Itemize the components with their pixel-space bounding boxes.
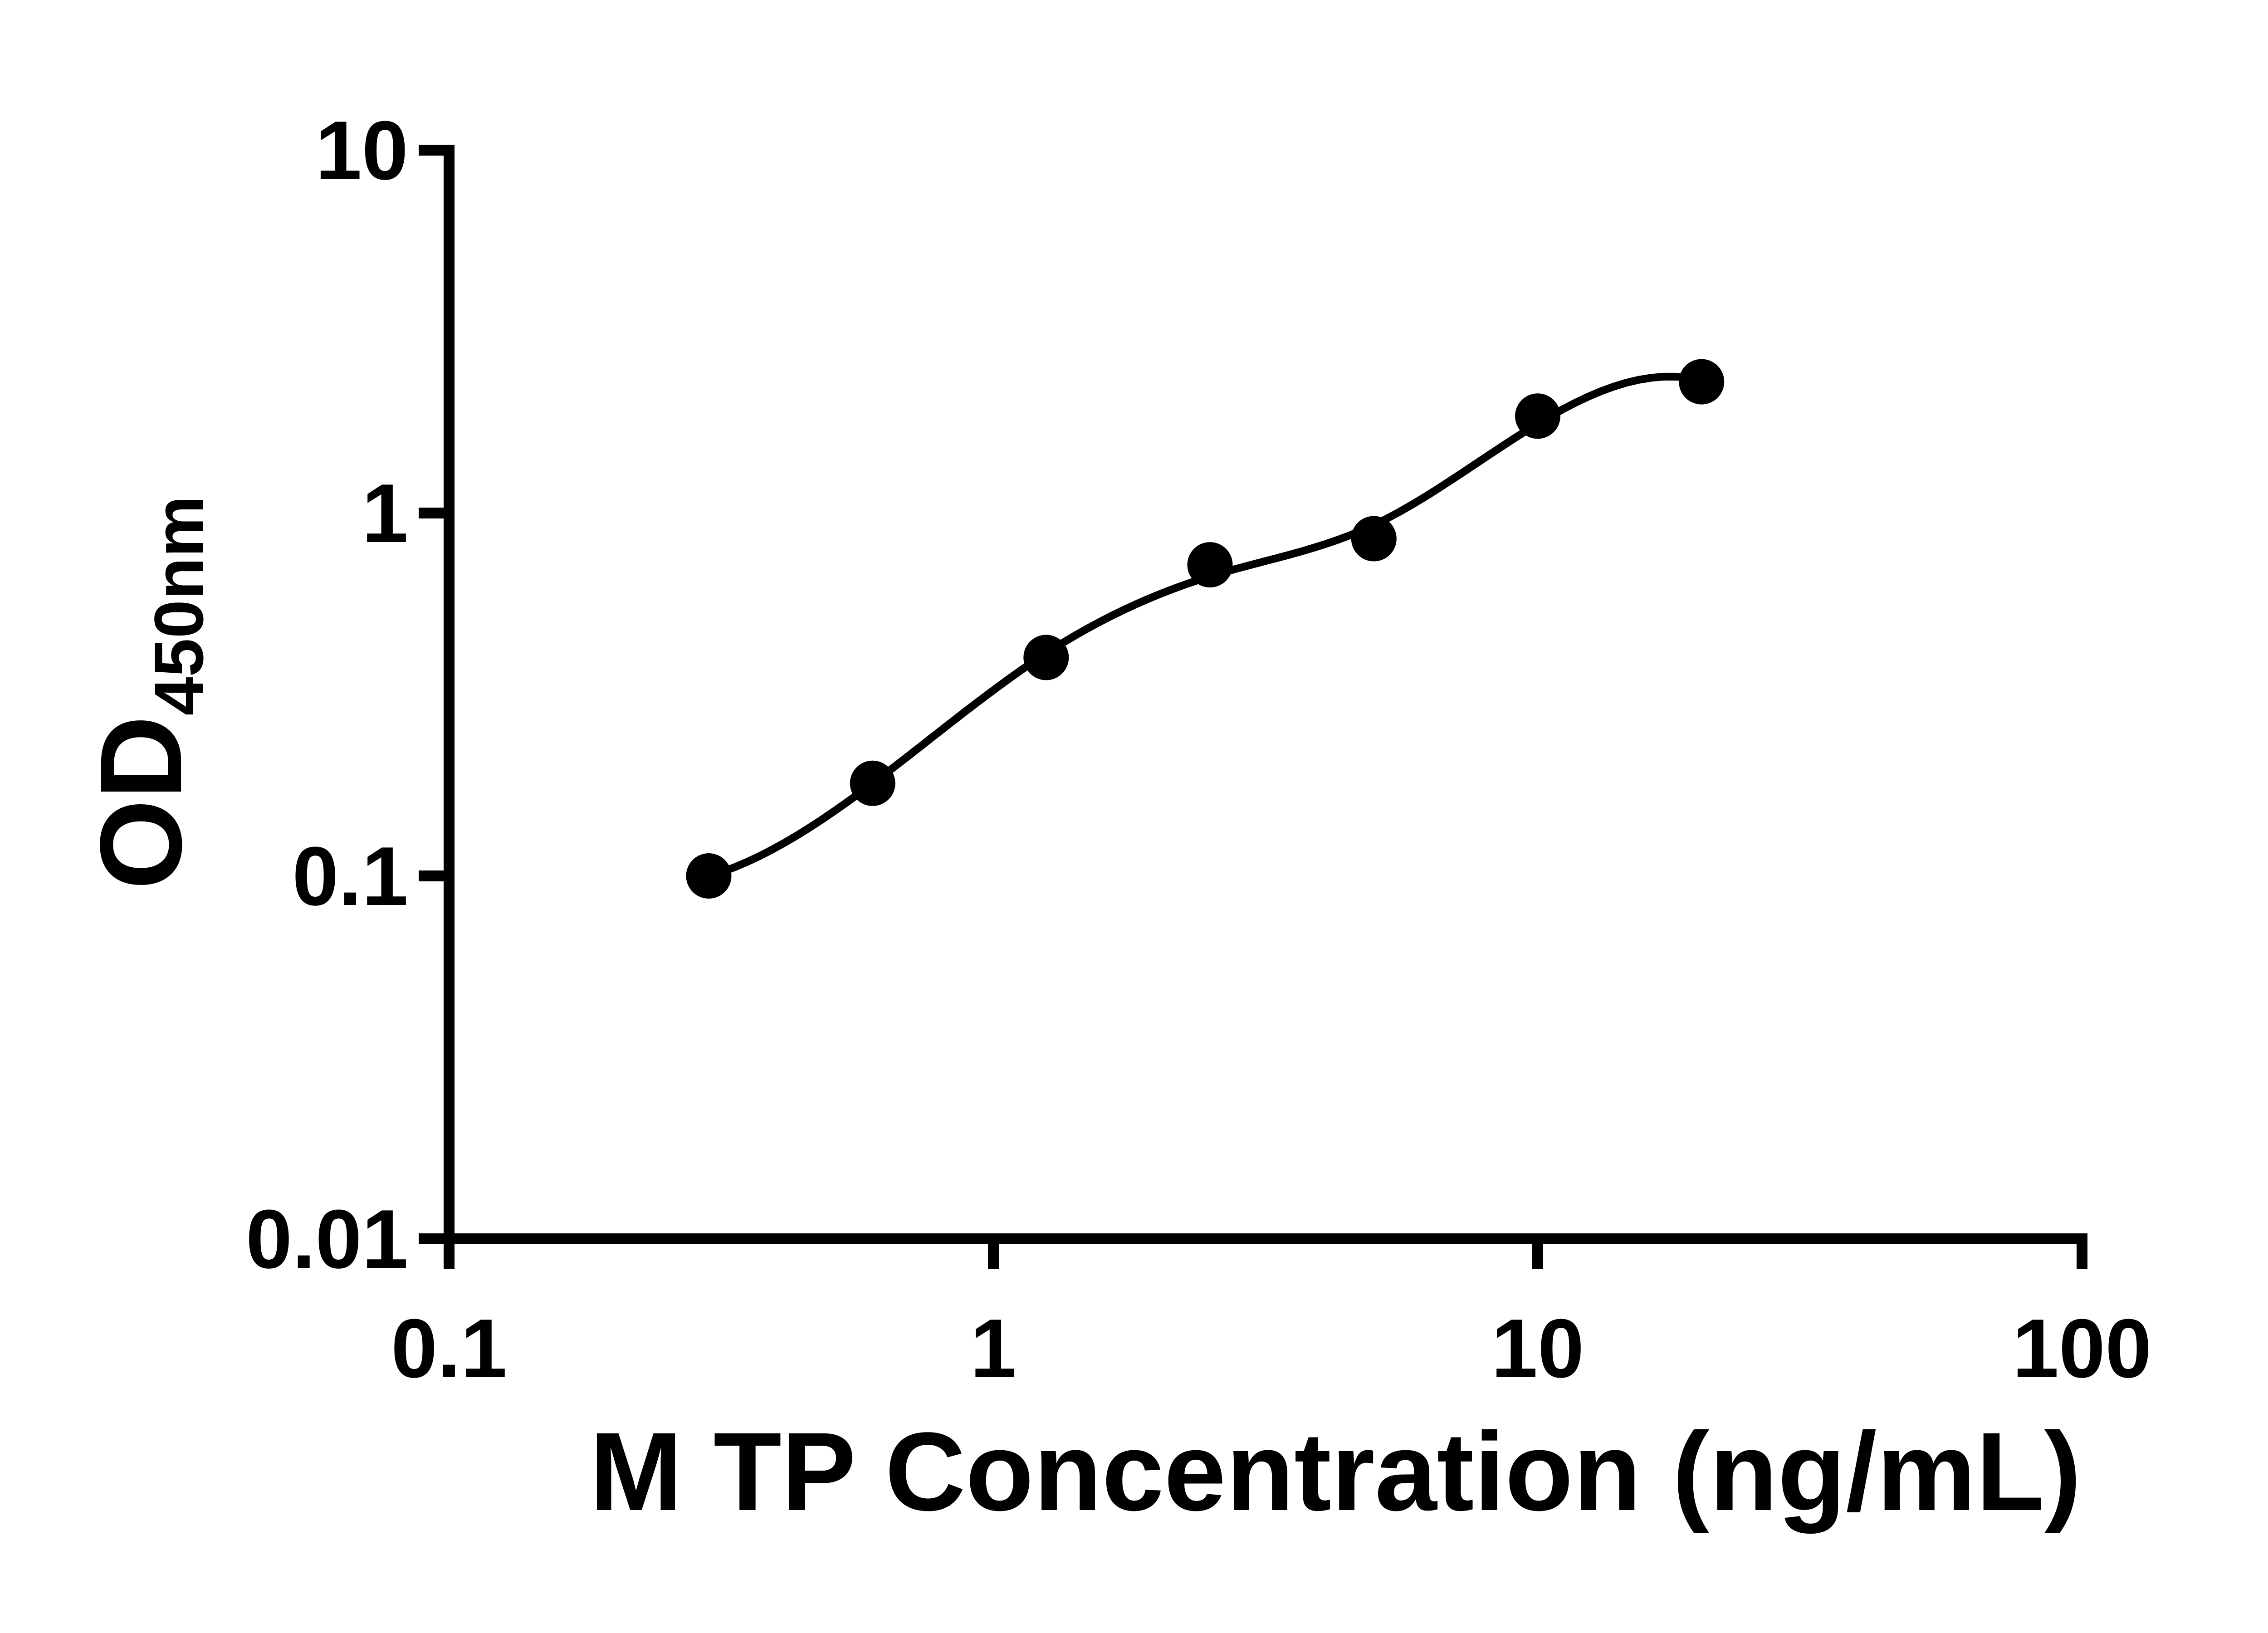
svg-text:0.1: 0.1 (292, 829, 408, 923)
svg-text:0.1: 0.1 (391, 1301, 507, 1395)
svg-text:0.01: 0.01 (246, 1192, 408, 1286)
svg-text:1: 1 (970, 1301, 1017, 1395)
svg-text:1: 1 (362, 466, 408, 560)
svg-text:M TP Concentration (ng/mL): M TP Concentration (ng/mL) (590, 1409, 2082, 1534)
svg-text:100: 100 (2013, 1301, 2152, 1395)
svg-text:10: 10 (1491, 1301, 1584, 1395)
svg-text:10: 10 (315, 103, 408, 197)
